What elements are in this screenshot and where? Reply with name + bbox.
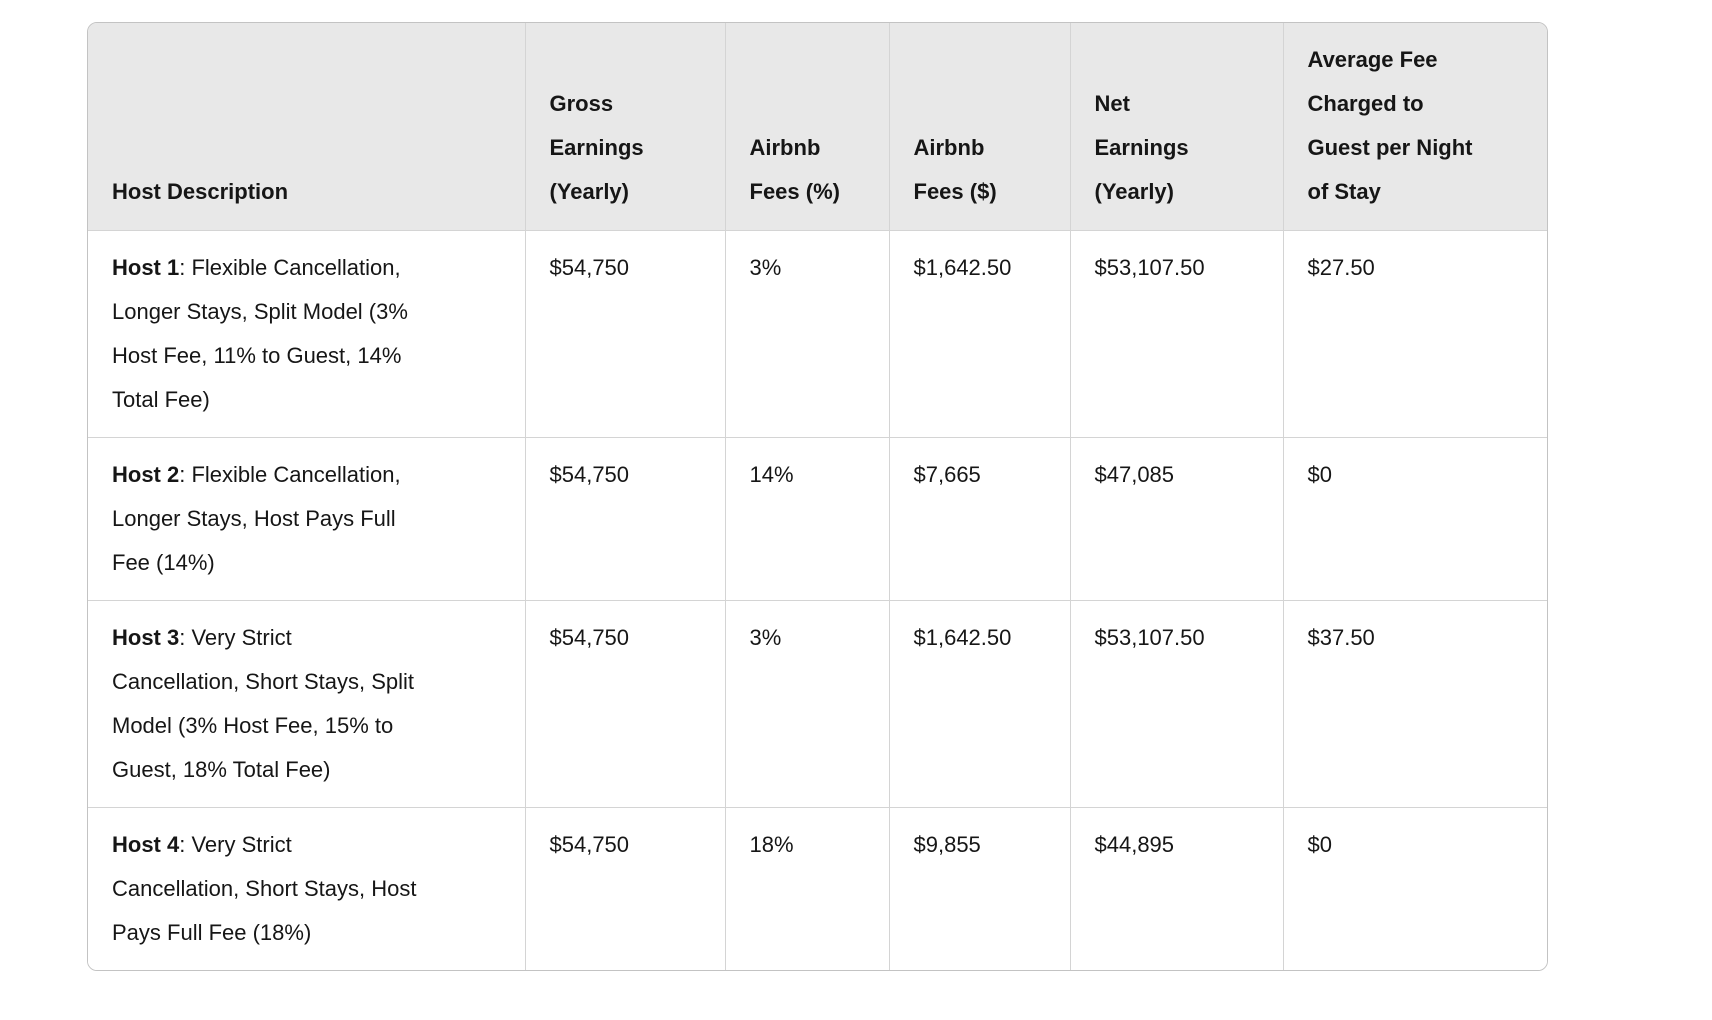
column-header-avg-guest-fee: Average Fee Charged to Guest per Night o… [1283, 23, 1547, 231]
table-body: Host 1: Flexible Cancellation, Longer St… [88, 230, 1547, 970]
airbnb-fees-usd-cell: $1,642.50 [889, 600, 1071, 808]
airbnb-fees-usd-cell: $7,665 [889, 437, 1071, 601]
host-label: Host 4 [112, 832, 180, 857]
gross-earnings-cell: $54,750 [525, 807, 726, 970]
host-description-text: : Flexible Cancellation, Longer Stays, S… [112, 255, 408, 412]
table-row-host-2: Host 2: Flexible Cancellation, Longer St… [88, 437, 1547, 601]
table-header: Host Description Gross Earnings (Yearly)… [88, 23, 1547, 231]
host-description-text: : Flexible Cancellation, Longer Stays, H… [112, 462, 401, 575]
avg-guest-fee-cell: $0 [1283, 437, 1547, 601]
gross-earnings-cell: $54,750 [525, 437, 726, 601]
table-row-host-1: Host 1: Flexible Cancellation, Longer St… [88, 230, 1547, 438]
avg-guest-fee-cell: $27.50 [1283, 230, 1547, 438]
column-header-airbnb-fees-usd: Airbnb Fees ($) [889, 23, 1071, 231]
host-label: Host 1 [112, 255, 180, 280]
table-row-host-3: Host 3: Very Strict Cancellation, Short … [88, 600, 1547, 808]
header-row: Host Description Gross Earnings (Yearly)… [88, 23, 1547, 231]
column-header-net-earnings: Net Earnings (Yearly) [1070, 23, 1284, 231]
airbnb-fees-pct-cell: 14% [725, 437, 890, 601]
airbnb-fees-pct-cell: 3% [725, 230, 890, 438]
host-description-text: : Very Strict Cancellation, Short Stays,… [112, 832, 417, 945]
host-label: Host 2 [112, 462, 180, 487]
airbnb-fees-usd-cell: $1,642.50 [889, 230, 1071, 438]
host-description-cell: Host 2: Flexible Cancellation, Longer St… [88, 437, 526, 601]
net-earnings-cell: $44,895 [1070, 807, 1284, 970]
airbnb-fees-pct-cell: 18% [725, 807, 890, 970]
host-description-cell: Host 1: Flexible Cancellation, Longer St… [88, 230, 526, 438]
avg-guest-fee-cell: $37.50 [1283, 600, 1547, 808]
table-row-host-4: Host 4: Very Strict Cancellation, Short … [88, 807, 1547, 970]
host-description-cell: Host 4: Very Strict Cancellation, Short … [88, 807, 526, 970]
net-earnings-cell: $53,107.50 [1070, 230, 1284, 438]
gross-earnings-cell: $54,750 [525, 230, 726, 438]
column-header-gross-earnings: Gross Earnings (Yearly) [525, 23, 726, 231]
gross-earnings-cell: $54,750 [525, 600, 726, 808]
host-label: Host 3 [112, 625, 180, 650]
net-earnings-cell: $53,107.50 [1070, 600, 1284, 808]
airbnb-fees-usd-cell: $9,855 [889, 807, 1071, 970]
host-description-cell: Host 3: Very Strict Cancellation, Short … [88, 600, 526, 808]
column-header-airbnb-fees-pct: Airbnb Fees (%) [725, 23, 890, 231]
airbnb-fees-pct-cell: 3% [725, 600, 890, 808]
column-header-host-description: Host Description [88, 23, 526, 231]
fees-table-container: Host Description Gross Earnings (Yearly)… [87, 22, 1548, 971]
net-earnings-cell: $47,085 [1070, 437, 1284, 601]
host-description-text: : Very Strict Cancellation, Short Stays,… [112, 625, 415, 782]
avg-guest-fee-cell: $0 [1283, 807, 1547, 970]
airbnb-fees-comparison-table: Host Description Gross Earnings (Yearly)… [88, 23, 1547, 970]
